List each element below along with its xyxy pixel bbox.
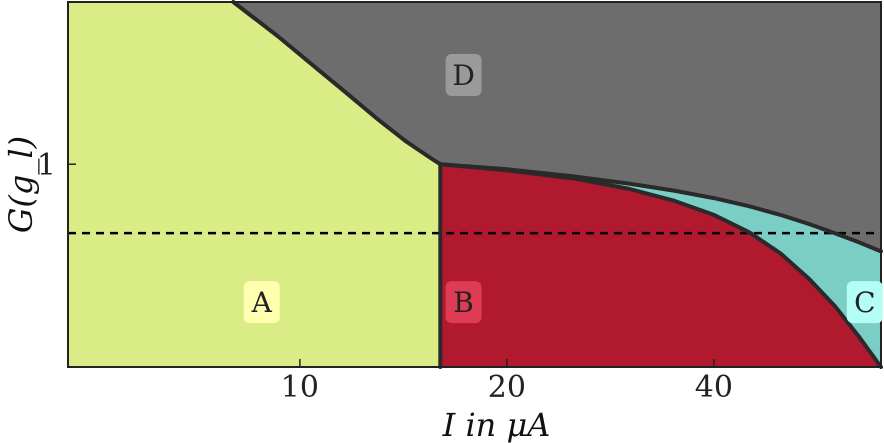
x-axis-label: I in μA (442, 406, 551, 443)
region-label-b-text: B (453, 286, 474, 319)
x-axis-ticks: 10 20 40 (281, 359, 733, 405)
region-c-area (440, 164, 881, 367)
region-label-a: A (243, 281, 280, 324)
region-d-area (233, 2, 882, 252)
region-label-d: D (445, 54, 482, 96)
region-labels: A B C D (243, 54, 883, 324)
region-label-d-text: D (452, 59, 474, 92)
region-label-c: C (846, 281, 883, 324)
boundary-curve-bc (438, 162, 883, 369)
region-a-area (68, 2, 441, 367)
x-tick-label: 10 (281, 370, 319, 405)
region-label-a-text: A (251, 286, 273, 319)
region-label-c-text: C (854, 286, 875, 319)
y-tick-label: 1 (37, 148, 56, 183)
region-badge-d (445, 54, 482, 96)
region-b-area (440, 164, 881, 367)
x-tick-label: 20 (488, 370, 526, 405)
region-badge-a (243, 281, 280, 324)
plot-frame (67, 1, 882, 368)
boundary-curve-ad (231, 0, 443, 167)
region-badge-b (445, 281, 482, 324)
region-label-b: B (445, 281, 482, 324)
y-axis-label: G(g_l) (2, 136, 40, 233)
region-badge-c (846, 281, 883, 324)
x-tick-label: 40 (695, 370, 733, 405)
plot-area (67, 0, 883, 369)
y-axis-ticks: 1 (37, 148, 76, 183)
